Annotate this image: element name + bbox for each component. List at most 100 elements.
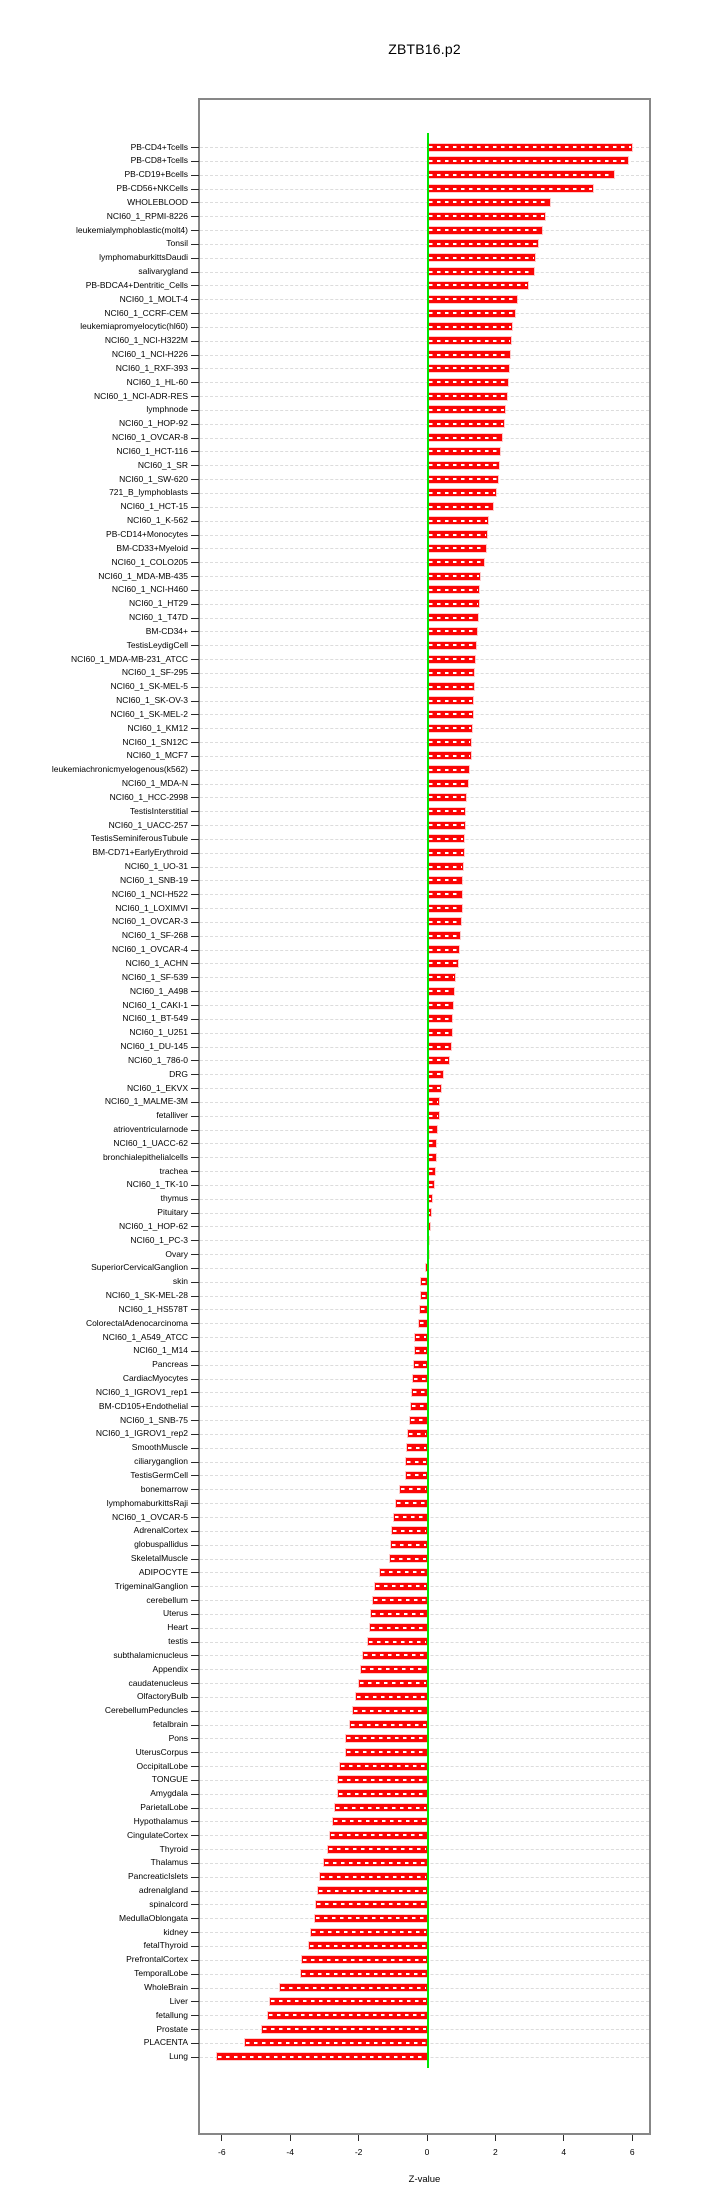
- category-tick: [191, 2056, 199, 2058]
- bar: [428, 1084, 442, 1092]
- category-tick: [191, 1503, 199, 1505]
- row-gridline: [200, 894, 649, 896]
- category-label: BM-CD34+: [145, 625, 188, 636]
- category-label: PB-CD14+Monocytes: [106, 529, 188, 539]
- category-label: PLACENTA: [143, 2037, 188, 2048]
- category-tick: [191, 2001, 199, 2003]
- category-label: TONGUE: [151, 1774, 188, 1785]
- bar: [428, 1209, 432, 1216]
- category-label: NCI60_1_SNB-19: [119, 874, 188, 885]
- bar: [311, 1928, 427, 1936]
- category-label: NCI60_1_PC-3: [130, 1234, 188, 1245]
- category-tick: [191, 576, 199, 577]
- row-gridline: [200, 1212, 649, 1214]
- bar: [428, 849, 464, 857]
- row-gridline: [200, 991, 649, 993]
- bar: [415, 1333, 427, 1341]
- category-label: PrefrontalCortex: [126, 1954, 188, 1965]
- bar: [428, 683, 474, 691]
- bar: [428, 904, 462, 912]
- category-tick: [191, 1018, 199, 1020]
- bar: [428, 1112, 439, 1120]
- bar: [428, 392, 507, 400]
- bar: [428, 281, 529, 289]
- bar: [327, 1845, 427, 1853]
- bar: [428, 1029, 452, 1037]
- bar: [428, 1153, 436, 1161]
- x-axis-title: Z-value: [408, 2174, 441, 2185]
- category-label: Uterus: [162, 1608, 188, 1619]
- row-gridline: [200, 576, 649, 577]
- category-tick: [191, 797, 199, 799]
- category-tick: [191, 825, 199, 827]
- category-label: NCI60_1_NCI-ADR-RES: [94, 390, 188, 401]
- category-label: fetalThyroid: [143, 1940, 188, 1951]
- category-label: kidney: [163, 1926, 188, 1937]
- category-label: lymphomaburkittsRaji: [106, 1497, 188, 1508]
- category-tick: [191, 755, 199, 757]
- category-tick: [191, 1600, 199, 1601]
- row-gridline: [200, 838, 649, 840]
- bar: [428, 572, 481, 580]
- row-gridline: [200, 1032, 649, 1034]
- category-tick: [191, 1046, 199, 1048]
- category-tick: [191, 1849, 199, 1851]
- x-axis-tick-label: 6: [629, 2147, 635, 2157]
- bar: [428, 669, 475, 677]
- category-label: Tonsil: [166, 238, 188, 249]
- bar: [428, 337, 512, 345]
- category-tick: [191, 465, 199, 467]
- bar: [428, 752, 471, 760]
- x-axis-tick: [426, 2135, 428, 2141]
- category-label: NCI60_1_U251: [129, 1027, 188, 1038]
- row-gridline: [200, 659, 649, 660]
- bar: [314, 1914, 427, 1922]
- bar: [428, 1126, 437, 1133]
- category-tick: [191, 1212, 199, 1214]
- category-tick: [191, 1655, 199, 1657]
- category-tick: [191, 506, 199, 508]
- row-gridline: [200, 409, 649, 411]
- row-gridline: [200, 742, 649, 743]
- row-gridline: [200, 1074, 649, 1076]
- category-label: NCI60_1_NCI-H522: [111, 888, 188, 899]
- category-label: leukemiapromyelocytic(hl60): [80, 321, 188, 332]
- bar: [268, 2011, 427, 2019]
- category-label: NCI60_1_EKVX: [127, 1082, 188, 1093]
- category-label: fetallung: [155, 2009, 188, 2020]
- category-tick: [191, 492, 199, 494]
- bar: [309, 1942, 427, 1950]
- row-gridline: [200, 465, 649, 467]
- bar: [405, 1471, 427, 1479]
- bar: [428, 323, 513, 331]
- category-tick: [191, 1766, 199, 1767]
- category-tick: [191, 1060, 199, 1062]
- row-gridline: [200, 728, 649, 730]
- category-label: NCI60_1_UACC-62: [113, 1137, 188, 1148]
- category-tick: [191, 949, 199, 951]
- category-label: NCI60_1_UO-31: [124, 861, 188, 872]
- bar: [329, 1831, 427, 1839]
- row-gridline: [200, 617, 649, 619]
- category-tick: [191, 548, 199, 550]
- category-label: NCI60_1_TK-10: [126, 1179, 188, 1190]
- category-label: NCI60_1_SK-OV-3: [116, 695, 188, 705]
- row-gridline: [200, 603, 649, 605]
- row-gridline: [200, 769, 649, 771]
- category-label: BM-CD33+Myeloid: [116, 542, 188, 553]
- category-label: NCI60_1_HT29: [128, 598, 188, 609]
- row-gridline: [200, 852, 649, 854]
- category-tick: [191, 1323, 199, 1325]
- bar: [428, 143, 633, 151]
- bar: [261, 2025, 427, 2033]
- category-label: Thyroid: [159, 1843, 188, 1854]
- bar: [413, 1375, 427, 1383]
- category-tick: [191, 728, 199, 730]
- row-gridline: [200, 1198, 649, 1200]
- category-tick: [191, 285, 199, 287]
- category-tick: [191, 1281, 199, 1283]
- category-tick: [191, 479, 199, 481]
- bar: [428, 863, 463, 871]
- bar: [407, 1444, 427, 1452]
- bar: [428, 1167, 436, 1175]
